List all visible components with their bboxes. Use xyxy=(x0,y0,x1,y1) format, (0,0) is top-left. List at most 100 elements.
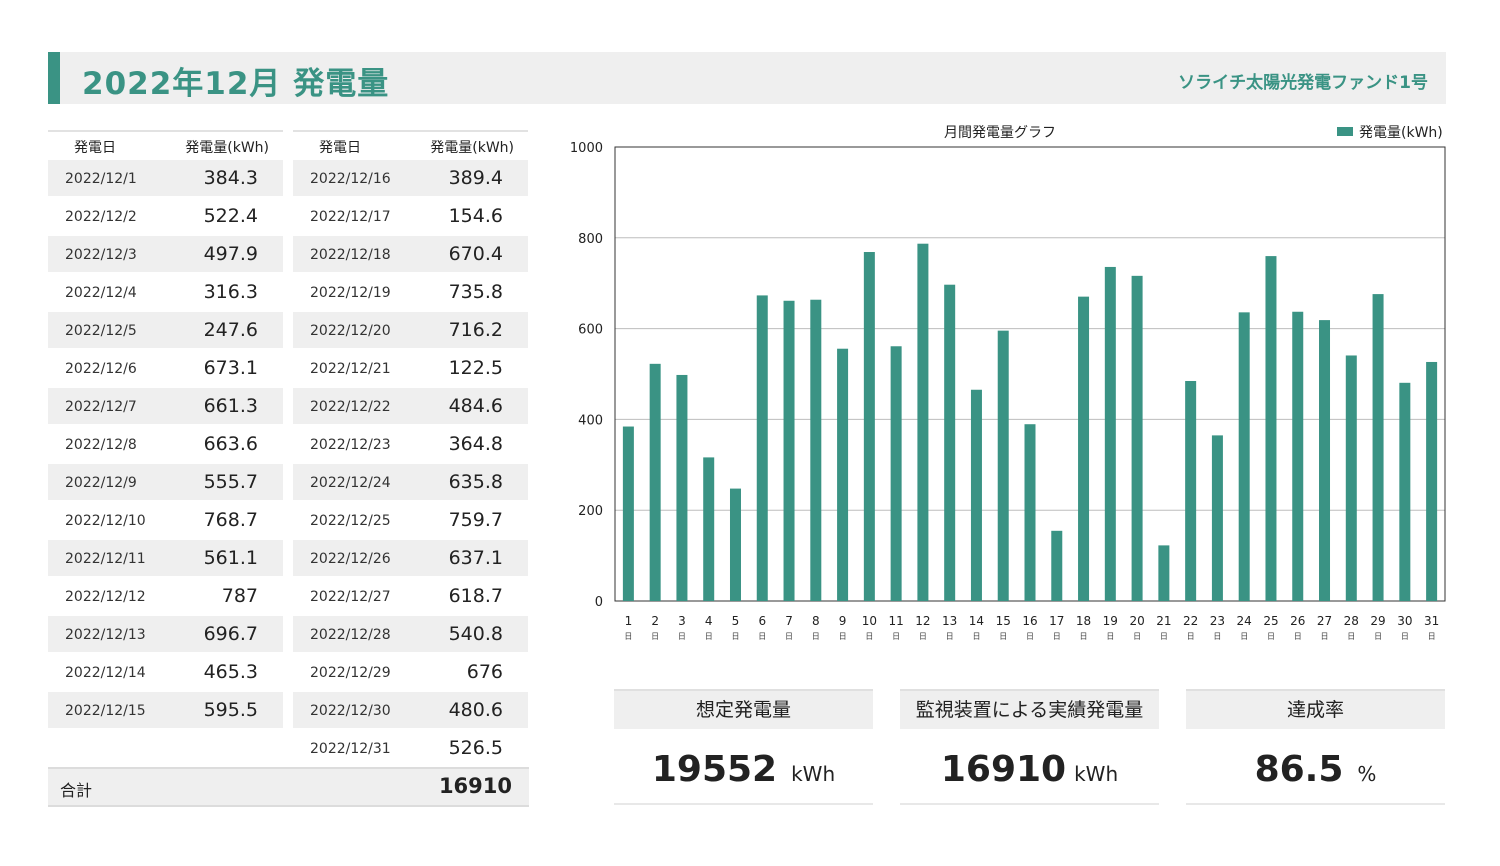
y-tick-label: 200 xyxy=(578,504,603,519)
x-tick-suffix: 日 xyxy=(1267,632,1275,641)
table-row: 2022/12/27 618.7 xyxy=(293,578,528,616)
legend-label: 発電量(kWh) xyxy=(1359,125,1443,141)
x-tick-suffix: 日 xyxy=(946,632,954,641)
table-row: 2022/12/7 661.3 xyxy=(48,388,283,426)
row-value: 637.1 xyxy=(448,547,503,569)
x-tick-label: 10 xyxy=(862,614,877,628)
x-tick-suffix: 日 xyxy=(731,632,739,641)
table-row: 2022/12/16 389.4 xyxy=(293,160,528,198)
total-row: 合計 16910 xyxy=(48,767,529,807)
x-tick-suffix: 日 xyxy=(1080,632,1088,641)
row-value: 618.7 xyxy=(448,585,503,607)
actual-generation-label: 監視装置による実績発電量 xyxy=(900,689,1159,729)
table-row: 2022/12/5 247.6 xyxy=(48,312,283,350)
row-date: 2022/12/10 xyxy=(65,513,146,529)
x-tick-label: 31 xyxy=(1424,614,1439,628)
actual-generation-value: 16910 xyxy=(940,749,1067,790)
bar xyxy=(863,252,875,601)
row-value: 555.7 xyxy=(203,471,258,493)
bar xyxy=(1211,435,1223,601)
row-date: 2022/12/14 xyxy=(65,665,146,681)
row-value: 759.7 xyxy=(448,509,503,531)
x-tick-suffix: 日 xyxy=(1240,632,1248,641)
table-row: 2022/12/12 787 xyxy=(48,578,283,616)
x-tick-suffix: 日 xyxy=(785,632,793,641)
row-value: 735.8 xyxy=(448,281,503,303)
row-date: 2022/12/3 xyxy=(65,247,137,263)
bar xyxy=(756,295,768,601)
row-value: 154.6 xyxy=(448,205,503,227)
row-date: 2022/12/29 xyxy=(310,665,391,681)
row-value: 465.3 xyxy=(203,661,258,683)
row-date: 2022/12/16 xyxy=(310,171,391,187)
x-tick-suffix: 日 xyxy=(624,632,632,641)
achievement-rate-value: 86.5 xyxy=(1254,749,1344,790)
bar xyxy=(1265,256,1277,601)
row-date: 2022/12/26 xyxy=(310,551,391,567)
row-date: 2022/12/6 xyxy=(65,361,137,377)
row-value: 384.3 xyxy=(203,167,258,189)
total-value: 16910 xyxy=(438,774,512,798)
x-tick-label: 23 xyxy=(1210,614,1225,628)
row-value: 595.5 xyxy=(203,699,258,721)
x-tick-label: 8 xyxy=(812,614,820,628)
table-header: 発電日 発電量(kWh) xyxy=(293,130,528,160)
row-value: 480.6 xyxy=(448,699,503,721)
table-row: 2022/12/29 676 xyxy=(293,654,528,692)
x-tick-suffix: 日 xyxy=(1401,632,1409,641)
row-date: 2022/12/25 xyxy=(310,513,391,529)
x-tick-suffix: 日 xyxy=(1321,632,1329,641)
bar xyxy=(783,300,795,601)
row-date: 2022/12/18 xyxy=(310,247,391,263)
x-tick-label: 2 xyxy=(651,614,659,628)
bar xyxy=(1051,530,1063,601)
achievement-rate-card: 達成率 86.5% xyxy=(1186,689,1445,805)
value-column-header: 発電量(kWh) xyxy=(430,140,514,156)
row-value: 670.4 xyxy=(448,243,503,265)
x-tick-suffix: 日 xyxy=(1294,632,1302,641)
x-tick-suffix: 日 xyxy=(1187,632,1195,641)
row-value: 787 xyxy=(221,585,258,607)
table-row: 2022/12/9 555.7 xyxy=(48,464,283,502)
row-date: 2022/12/15 xyxy=(65,703,146,719)
table-row: 2022/12/1 384.3 xyxy=(48,160,283,198)
x-tick-suffix: 日 xyxy=(1160,632,1168,641)
row-value: 635.8 xyxy=(448,471,503,493)
row-value: 540.8 xyxy=(448,623,503,645)
x-tick-label: 6 xyxy=(758,614,766,628)
bar xyxy=(703,457,715,601)
row-date: 2022/12/5 xyxy=(65,323,137,339)
row-date: 2022/12/2 xyxy=(65,209,137,225)
y-tick-label: 400 xyxy=(578,413,603,428)
row-value: 389.4 xyxy=(448,167,503,189)
x-tick-label: 27 xyxy=(1317,614,1332,628)
x-tick-label: 14 xyxy=(969,614,984,628)
x-tick-suffix: 日 xyxy=(1428,632,1436,641)
bar xyxy=(1292,311,1304,601)
expected-generation-unit: kWh xyxy=(791,762,836,786)
x-tick-label: 5 xyxy=(732,614,740,628)
x-tick-suffix: 日 xyxy=(1106,632,1114,641)
row-date: 2022/12/31 xyxy=(310,741,391,757)
x-tick-suffix: 日 xyxy=(1347,632,1355,641)
row-date: 2022/12/27 xyxy=(310,589,391,605)
row-value: 768.7 xyxy=(203,509,258,531)
expected-generation-card: 想定発電量 19552 kWh xyxy=(614,689,873,805)
x-tick-suffix: 日 xyxy=(1053,632,1061,641)
bar xyxy=(890,346,902,601)
row-date: 2022/12/17 xyxy=(310,209,391,225)
table-row: 2022/12/3 497.9 xyxy=(48,236,283,274)
y-tick-label: 0 xyxy=(595,595,603,610)
x-tick-suffix: 日 xyxy=(812,632,820,641)
x-tick-label: 22 xyxy=(1183,614,1198,628)
bar xyxy=(944,284,956,601)
expected-generation-label: 想定発電量 xyxy=(614,689,873,729)
table-row: 2022/12/17 154.6 xyxy=(293,198,528,236)
page-header: 2022年12月 発電量 ソライチ太陽光発電ファンド1号 xyxy=(48,52,1446,104)
bar xyxy=(622,426,634,601)
row-value: 497.9 xyxy=(203,243,258,265)
table-row: 2022/12/20 716.2 xyxy=(293,312,528,350)
bar xyxy=(1319,320,1331,601)
x-tick-label: 19 xyxy=(1103,614,1118,628)
x-tick-label: 16 xyxy=(1022,614,1037,628)
